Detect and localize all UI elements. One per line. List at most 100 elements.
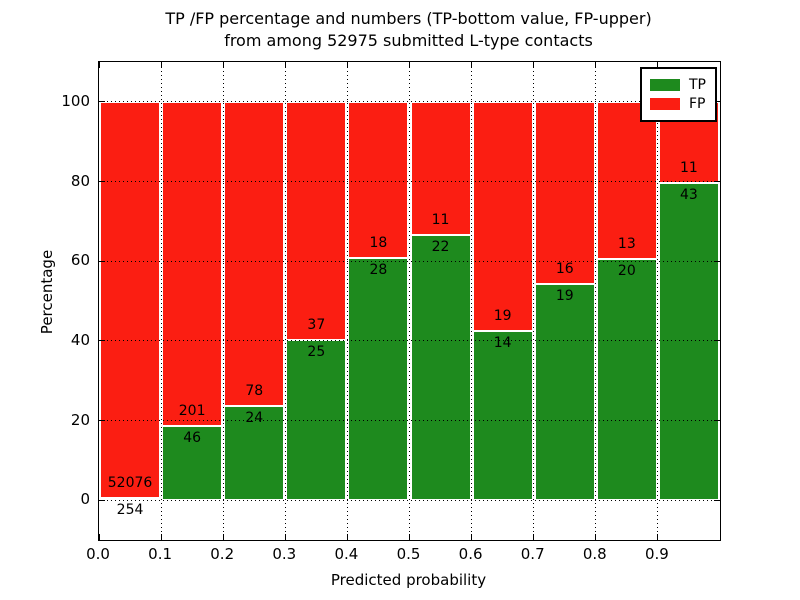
y-tick-mark [714, 499, 720, 501]
horizontal-gridline [99, 181, 720, 182]
x-tick-mark [346, 62, 348, 68]
vertical-gridline [222, 62, 224, 540]
x-tick-label: 0.4 [334, 545, 359, 563]
chart-title-line2: from among 52975 submitted L-type contac… [224, 31, 593, 50]
bar-fp [410, 101, 471, 235]
bar-count-label-fp: 19 [493, 308, 512, 325]
bar-count-label-tp: 14 [493, 335, 512, 352]
y-tick-mark [99, 260, 105, 262]
horizontal-gridline [99, 101, 720, 103]
bar-tp [410, 234, 471, 501]
y-tick-mark [99, 101, 105, 103]
vertical-gridline [284, 62, 286, 540]
bar-fp [224, 101, 285, 407]
bar-count-label-tp: 254 [116, 502, 144, 519]
y-tick-mark [99, 420, 105, 421]
legend-item-fp: FP [650, 96, 706, 112]
x-tick-mark [222, 62, 224, 68]
bar-tp [286, 339, 347, 501]
x-tick-label: 0.6 [458, 545, 483, 563]
bar-tp [162, 425, 223, 501]
y-tick-label: 20 [70, 410, 90, 429]
x-tick-mark [409, 534, 410, 540]
x-tick-mark [346, 534, 348, 540]
x-tick-mark [284, 62, 286, 68]
x-tick-mark [471, 62, 473, 68]
tp-legend-swatch [650, 79, 680, 91]
x-tick-label: 0.2 [210, 545, 235, 563]
y-tick-label: 40 [70, 330, 90, 349]
x-tick-mark [409, 62, 410, 68]
bar-fp [596, 101, 657, 259]
plot-area: TP FP 52076 254 201 46 78 24 37 25 18 28 11 22 19 14 1… [98, 61, 721, 541]
x-tick-label: 0.9 [644, 545, 669, 563]
x-tick-label: 0.8 [582, 545, 607, 563]
bar-count-label-fp: 13 [617, 235, 636, 252]
x-tick-mark [160, 62, 162, 68]
x-tick-mark [657, 534, 659, 540]
x-tick-label: 0.5 [396, 545, 421, 563]
x-tick-mark [160, 534, 162, 540]
bar-tp [348, 257, 409, 501]
x-tick-label: 0.1 [148, 545, 173, 563]
bar-tp [658, 182, 719, 501]
bar-count-label-tp: 19 [555, 287, 574, 304]
bar-count-label-tp: 46 [183, 429, 202, 446]
bar-fp [534, 101, 595, 284]
y-tick-label: 60 [70, 251, 90, 270]
x-tick-label: 0.3 [272, 545, 297, 563]
bar-fp [286, 101, 347, 340]
x-tick-mark [533, 62, 535, 68]
y-tick-label: 0 [80, 490, 90, 509]
bar-count-label-tp: 25 [307, 343, 326, 360]
x-tick-mark [98, 62, 100, 68]
bar-count-label-fp: 37 [307, 316, 326, 333]
vertical-gridline [471, 62, 473, 540]
bar-count-label-tp: 43 [680, 186, 698, 203]
y-tick-label: 80 [70, 171, 90, 190]
bar-tp [534, 283, 595, 501]
x-tick-mark [595, 62, 597, 68]
y-tick-mark [714, 181, 720, 182]
horizontal-gridline [99, 420, 720, 421]
x-tick-mark [595, 534, 597, 540]
x-tick-mark [657, 62, 659, 68]
bar-tp [224, 406, 285, 501]
horizontal-gridline [99, 260, 720, 262]
vertical-gridline [160, 62, 162, 540]
x-tick-mark [471, 534, 473, 540]
bar-count-label-fp: 78 [245, 383, 264, 400]
legend-label-fp: FP [689, 96, 706, 112]
legend: TP FP [640, 67, 717, 122]
bar-count-label-fp: 11 [680, 159, 698, 176]
x-tick-label: 0.0 [86, 545, 110, 563]
y-tick-mark [714, 340, 720, 342]
bar-tp [472, 331, 533, 501]
x-tick-mark [533, 534, 535, 540]
x-axis-label: Predicted probability [330, 571, 487, 589]
chart-title: TP /FP percentage and numbers (TP-bottom… [98, 8, 719, 52]
x-tick-mark [284, 534, 286, 540]
bar-fp [348, 101, 409, 258]
x-tick-label: 0.7 [520, 545, 545, 563]
legend-item-tp: TP [650, 77, 706, 93]
bar-fp [100, 101, 161, 499]
bar-fp [472, 101, 533, 332]
vertical-gridline [346, 62, 348, 540]
legend-label-tp: TP [689, 77, 706, 93]
y-tick-mark [99, 340, 105, 342]
horizontal-gridline [99, 340, 720, 342]
x-tick-mark [222, 534, 224, 540]
vertical-gridline [533, 62, 535, 540]
bar-count-label-fp: 16 [555, 260, 574, 277]
x-tick-mark [98, 534, 100, 540]
bar-count-label-tp: 24 [245, 410, 264, 427]
x-tick-mark [719, 62, 721, 68]
y-tick-mark [99, 499, 105, 501]
fp-legend-swatch [650, 98, 680, 110]
horizontal-gridline [99, 499, 720, 501]
vertical-gridline [409, 62, 410, 540]
bar-count-label-tp: 28 [369, 261, 388, 278]
bar-count-label-fp: 201 [178, 402, 206, 419]
